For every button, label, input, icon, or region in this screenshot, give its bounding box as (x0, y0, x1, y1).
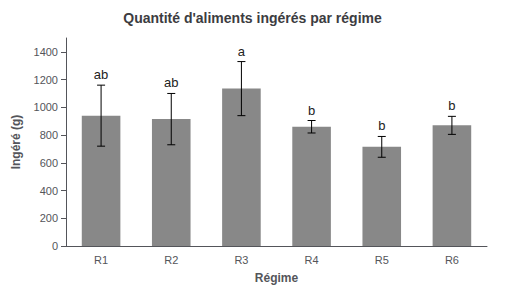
svg-text:R1: R1 (94, 254, 108, 266)
svg-text:ab: ab (164, 75, 178, 90)
svg-text:400: 400 (40, 185, 58, 197)
svg-text:1400: 1400 (34, 46, 58, 58)
svg-text:R4: R4 (305, 254, 319, 266)
svg-text:b: b (378, 118, 385, 133)
svg-text:Ingéré (g): Ingéré (g) (9, 115, 23, 170)
svg-text:0: 0 (52, 240, 58, 252)
svg-text:Quantité d'aliments ingérés pa: Quantité d'aliments ingérés par régime (123, 10, 382, 26)
svg-text:Régime: Régime (255, 271, 299, 285)
svg-text:R5: R5 (375, 254, 389, 266)
svg-text:R3: R3 (234, 254, 248, 266)
svg-text:1000: 1000 (34, 101, 58, 113)
svg-text:a: a (238, 44, 246, 59)
svg-text:R6: R6 (445, 254, 459, 266)
svg-text:600: 600 (40, 157, 58, 169)
svg-text:1200: 1200 (34, 74, 58, 86)
svg-text:b: b (308, 103, 315, 118)
svg-text:200: 200 (40, 212, 58, 224)
svg-text:R2: R2 (164, 254, 178, 266)
svg-text:800: 800 (40, 129, 58, 141)
svg-text:b: b (448, 98, 455, 113)
svg-text:ab: ab (94, 67, 108, 82)
